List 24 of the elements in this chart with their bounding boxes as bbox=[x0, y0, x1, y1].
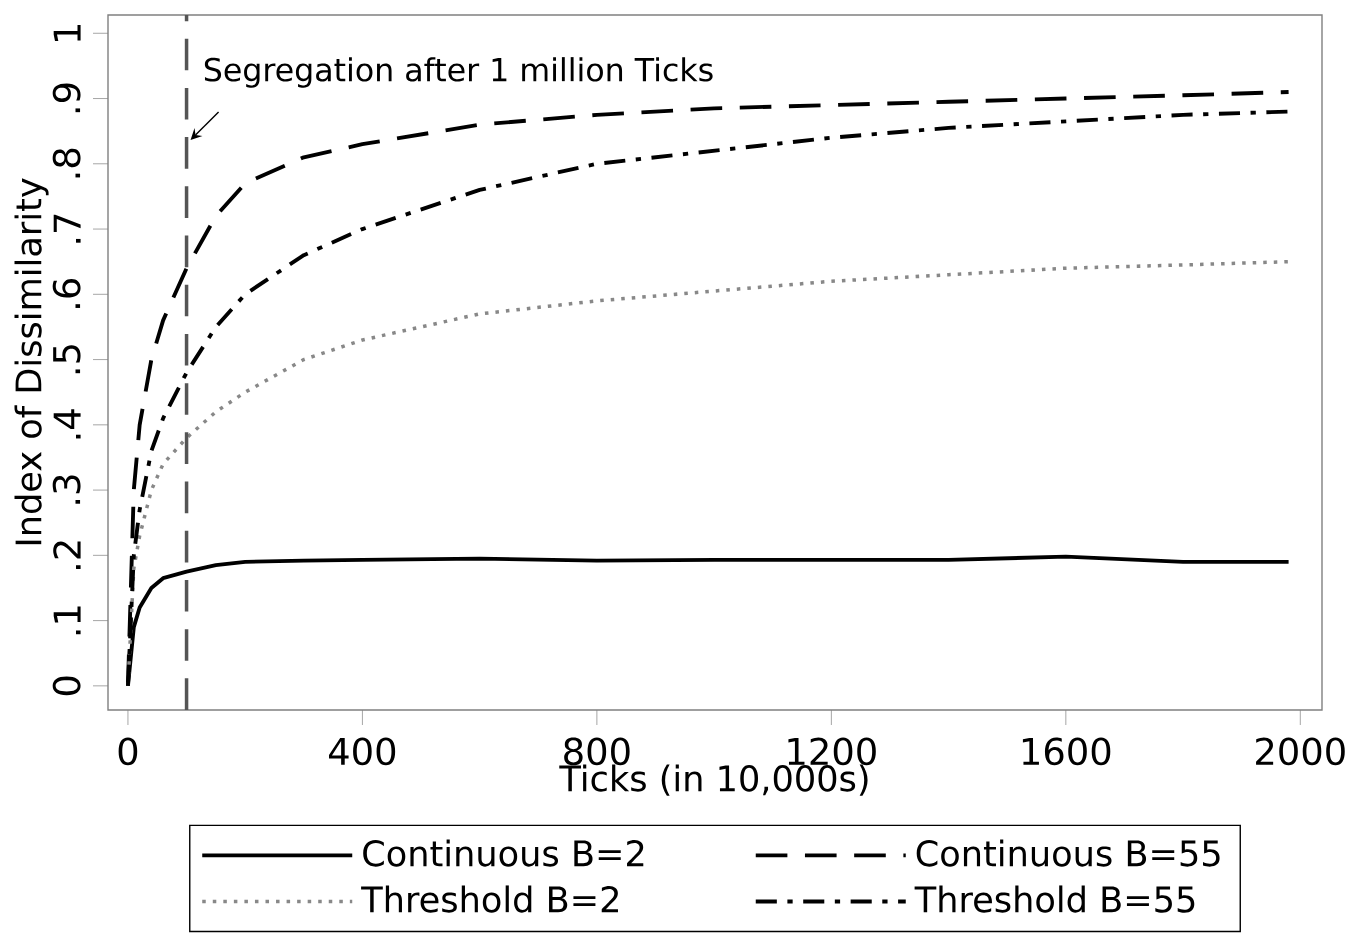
x-axis-title: Ticks (in 10,000s) bbox=[559, 764, 868, 796]
y-tick-label: .8 bbox=[52, 148, 81, 178]
y-tick-label: .7 bbox=[53, 214, 81, 243]
y-tick-label: 0 bbox=[52, 676, 81, 696]
x-tick-label: 1200 bbox=[788, 737, 876, 766]
legend-label: Threshold B=2 bbox=[361, 885, 618, 913]
y-tick-label: 1 bbox=[53, 24, 81, 41]
y-tick-label: .1 bbox=[53, 606, 81, 635]
y-axis-title: Index of Dissimilarity bbox=[14, 178, 49, 545]
y-tick-label: .4 bbox=[53, 409, 81, 439]
x-tick-label: 0 bbox=[118, 737, 138, 766]
x-tick-label: 800 bbox=[564, 737, 630, 766]
x-tick-label: 2000 bbox=[1256, 737, 1345, 766]
legend-label: Continuous B=2 bbox=[363, 839, 644, 867]
x-tick-label: 400 bbox=[329, 737, 396, 766]
legend-label: Continuous B=55 bbox=[916, 839, 1220, 867]
y-tick-label: .3 bbox=[52, 475, 81, 504]
ref-line-label: Segregation after 1 million Ticks bbox=[204, 57, 713, 88]
x-tick-label: 1600 bbox=[1022, 737, 1111, 766]
y-tick-label: .2 bbox=[53, 541, 81, 569]
y-tick-label: .9 bbox=[52, 83, 81, 113]
y-tick-label: .6 bbox=[52, 279, 81, 308]
legend-label: Threshold B=55 bbox=[914, 885, 1195, 913]
y-tick-label: .5 bbox=[53, 345, 81, 374]
